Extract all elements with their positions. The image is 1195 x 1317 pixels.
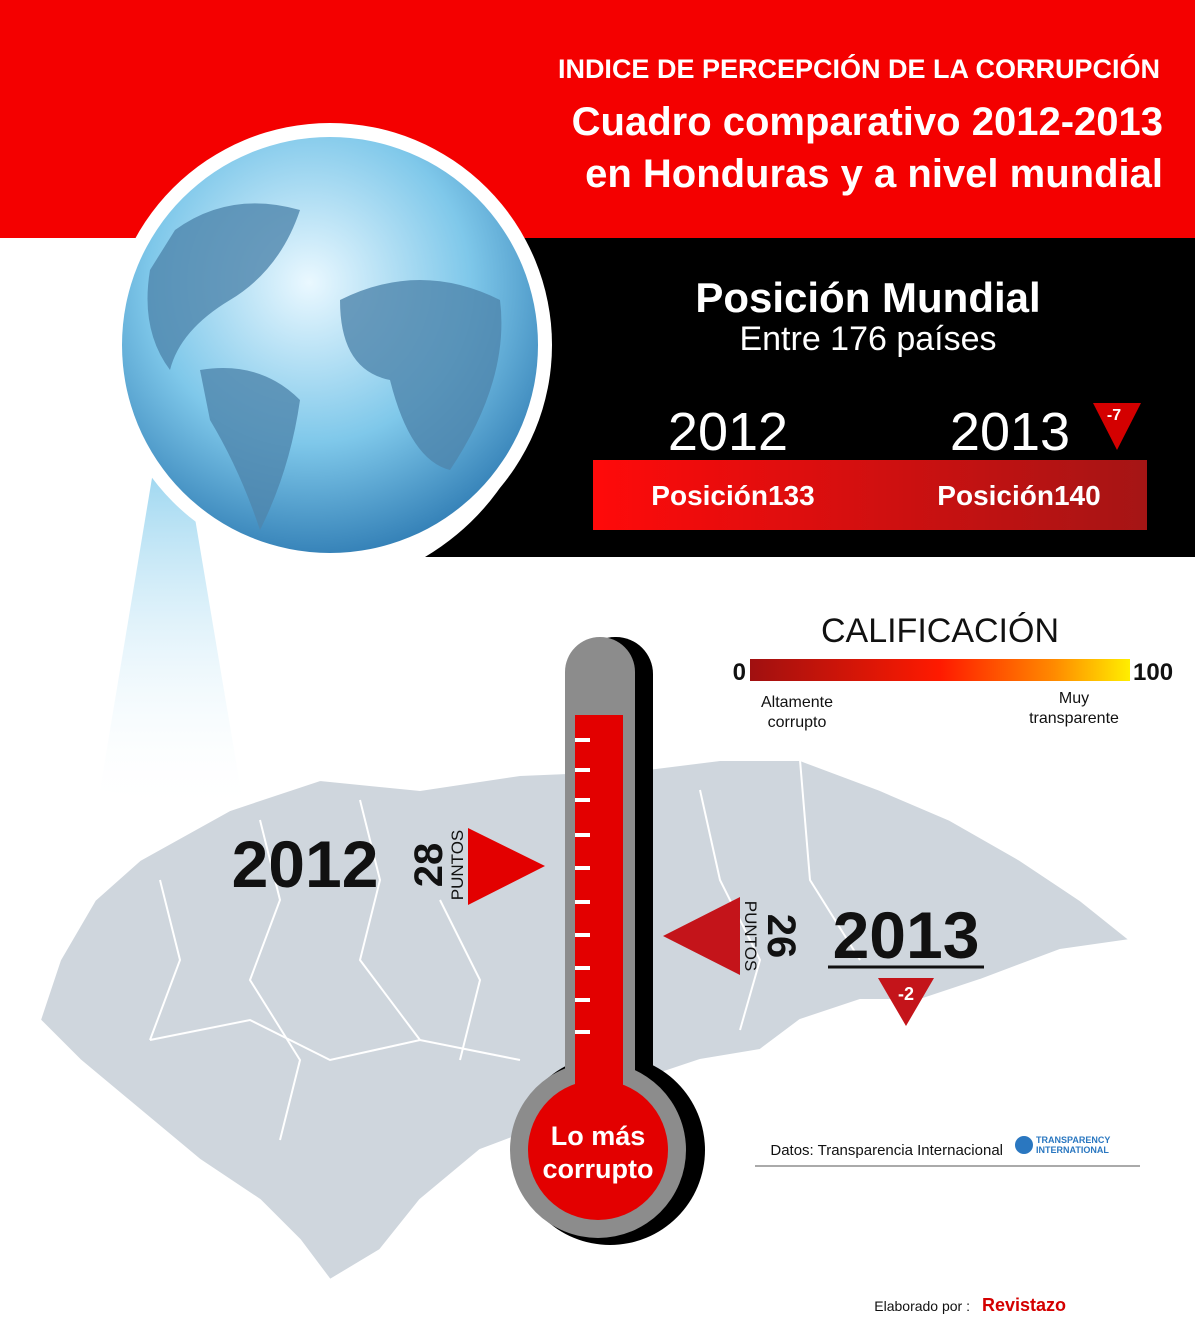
header-title: en Honduras y a nivel mundial [585,152,1163,196]
score-year: 2013 [833,898,980,972]
logo-text: INTERNATIONAL [1036,1145,1109,1155]
source: Datos: Transparencia Internacional [770,1142,1003,1159]
scale-min-label: corrupto [768,714,827,731]
score-points: 26 [759,914,803,959]
thermometer-fill-bulb [528,1080,668,1220]
change-triangle [1093,403,1141,450]
score-unit: PUNTOS [741,901,760,972]
scale-max: 100 [1133,659,1173,686]
pointer-triangle [468,828,545,905]
change-triangle [878,978,934,1026]
map-borders [149,759,861,1141]
scale-max-label: Muy [1059,690,1089,707]
year-label: 2012 [668,402,788,462]
scale-title: CALIFICACIÓN [821,612,1059,650]
globe-land [340,280,502,470]
globe-beam [100,370,245,815]
logo-icon [1015,1136,1033,1154]
panel-title: Posición Mundial [695,274,1040,321]
score-year: 2012 [232,827,379,901]
header-title: Cuadro comparativo 2012-2013 [572,100,1163,144]
scale-max-label: transparente [1029,710,1119,727]
thermometer-label: Lo más [551,1121,646,1151]
change-label: -2 [898,984,914,1004]
thermometer-ticks [575,738,590,1034]
position-bar [593,460,1147,530]
score-points: 28 [407,843,451,888]
logo-text: TRANSPARENCY [1036,1135,1110,1145]
scale-min: 0 [733,659,746,686]
scale-bar [750,659,1130,681]
scale-min-label: Altamente [761,694,833,711]
score-unit: PUNTOS [448,830,467,901]
globe-land [147,203,300,370]
year-label: 2013 [950,402,1070,462]
thermometer-fill [575,715,623,1115]
brand: Revistazo [982,1295,1066,1315]
position-label: Posición140 [937,480,1100,511]
pointer-triangle [663,897,740,975]
position-label: Posición133 [651,480,814,511]
globe-land [200,368,300,530]
thermometer-label: corrupto [543,1154,654,1184]
change-label: -7 [1107,407,1121,424]
credit: Elaborado por : [874,1298,970,1314]
header-kicker: INDICE DE PERCEPCIÓN DE LA CORRUPCIÓN [558,53,1160,84]
panel-subtitle: Entre 176 países [739,320,996,358]
